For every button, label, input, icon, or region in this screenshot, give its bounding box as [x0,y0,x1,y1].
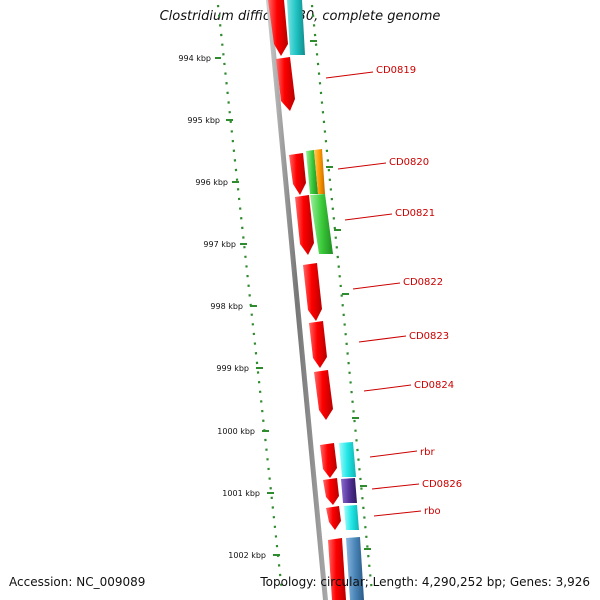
gene-block [287,0,305,55]
outer-dotted-track [310,4,374,593]
gene-arrow [309,321,327,368]
tick-label: 1001 kbp [222,489,260,498]
gene-arrow [326,506,341,530]
gene-label: CD0822 [403,277,443,288]
gene-label: CD0824 [414,380,454,391]
tick-label: 1002 kbp [228,551,266,560]
genome-backbone [266,0,328,600]
gene-arrow [268,0,288,56]
gene-label: CD0819 [376,65,416,76]
gene-block [341,478,357,503]
gene-labels: CD0819 CD0820 CD0821 CD0822 CD0823 CD082… [376,65,462,517]
tick-label: 994 kbp [178,54,211,63]
gene-arrow [314,370,333,420]
tick-label: 995 kbp [187,116,220,125]
gene-arrow [320,443,337,478]
gene-block [339,442,356,477]
gene-arrow [295,195,314,255]
gene-label: CD0823 [409,331,449,342]
scale-ticks [215,57,280,556]
gene-arrow [276,57,295,111]
tick-label: 998 kbp [210,302,243,311]
tick-label: 997 kbp [203,240,236,249]
gene-label: CD0826 [422,479,462,490]
gene-arrow [289,153,306,195]
gene-block [346,537,364,600]
gene-label: rbr [420,447,435,458]
gene-label: rbo [424,506,441,517]
tick-label: 999 kbp [216,364,249,373]
inner-dotted-track [216,4,284,593]
gene-arrow [328,538,346,600]
tick-label: 1000 kbp [217,427,255,436]
gene-block [310,194,333,254]
gene-block [344,505,359,530]
gene-arrow [303,263,322,321]
label-leader-lines [325,71,422,517]
accession-text: Accession: NC_009089 [9,575,146,589]
gene-arrow [323,478,339,505]
genome-stats-text: Topology: circular; Length: 4,290,252 bp… [260,575,590,589]
gene-label: CD0821 [395,208,435,219]
gene-block [314,149,325,194]
tick-labels: 994 kbp 995 kbp 996 kbp 997 kbp 998 kbp … [178,54,266,560]
forward-strand-genes [287,0,364,600]
outer-track-ticks [310,40,371,550]
reverse-strand-genes [268,0,346,600]
tick-label: 996 kbp [195,178,228,187]
gene-label: CD0820 [389,157,429,168]
